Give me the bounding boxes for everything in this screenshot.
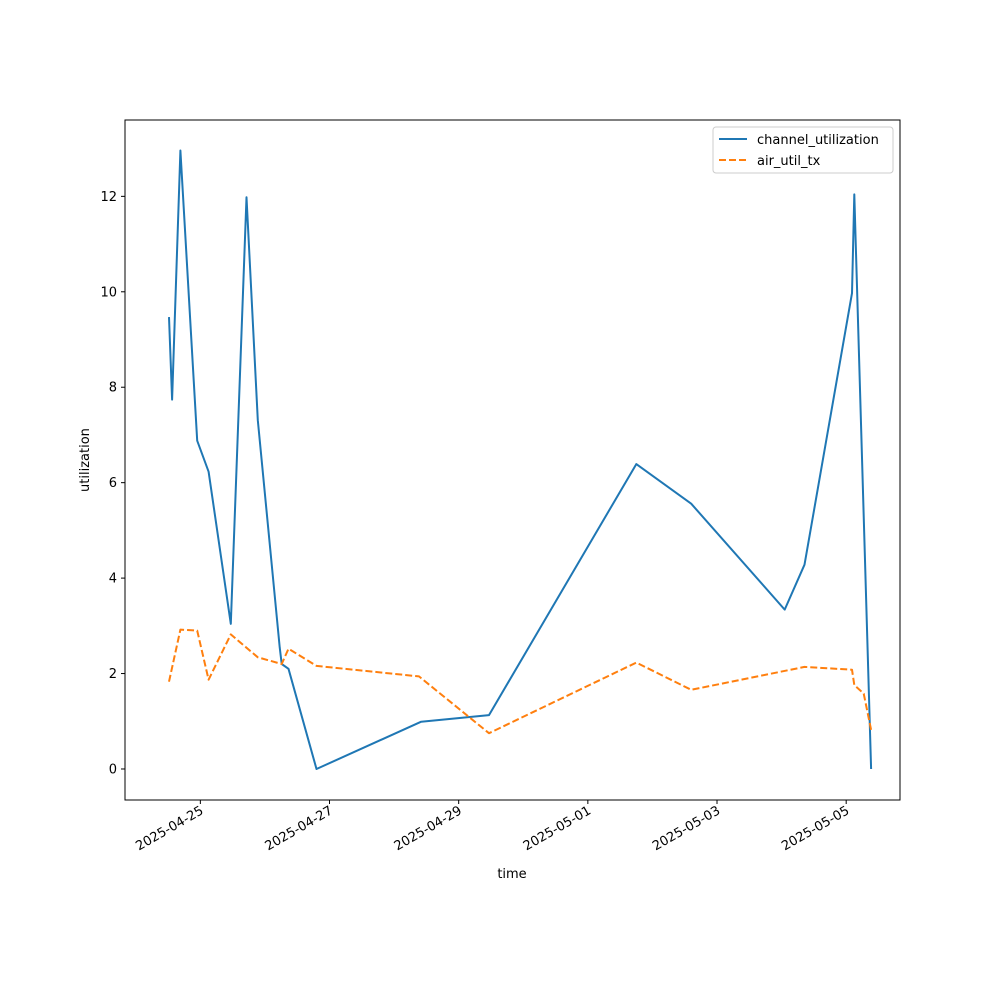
y-tick-label: 8 — [109, 381, 117, 396]
legend-box — [712, 126, 894, 174]
y-tick-label: 0 — [109, 762, 117, 777]
y-tick-label: 10 — [100, 285, 117, 300]
legend-label-air-util-tx: air_util_tx — [757, 154, 821, 169]
y-tick-label: 4 — [109, 572, 117, 587]
legend: channel_utilization air_util_tx — [712, 126, 894, 174]
series-line-channel-utilization — [168, 149, 873, 770]
series-layer — [168, 149, 873, 770]
y-tick-label: 2 — [109, 667, 117, 682]
x-axis-label: time — [497, 867, 526, 882]
y-tick-label: 6 — [109, 476, 117, 491]
y-tick-label: 12 — [100, 190, 117, 205]
series-line-air-util-tx — [168, 628, 873, 735]
y-axis-label: utilization — [78, 428, 93, 492]
plot-frame — [124, 119, 901, 801]
y-axis: 0 2 4 6 8 10 12 — [100, 190, 125, 777]
legend-label-channel-utilization: channel_utilization — [757, 133, 879, 148]
